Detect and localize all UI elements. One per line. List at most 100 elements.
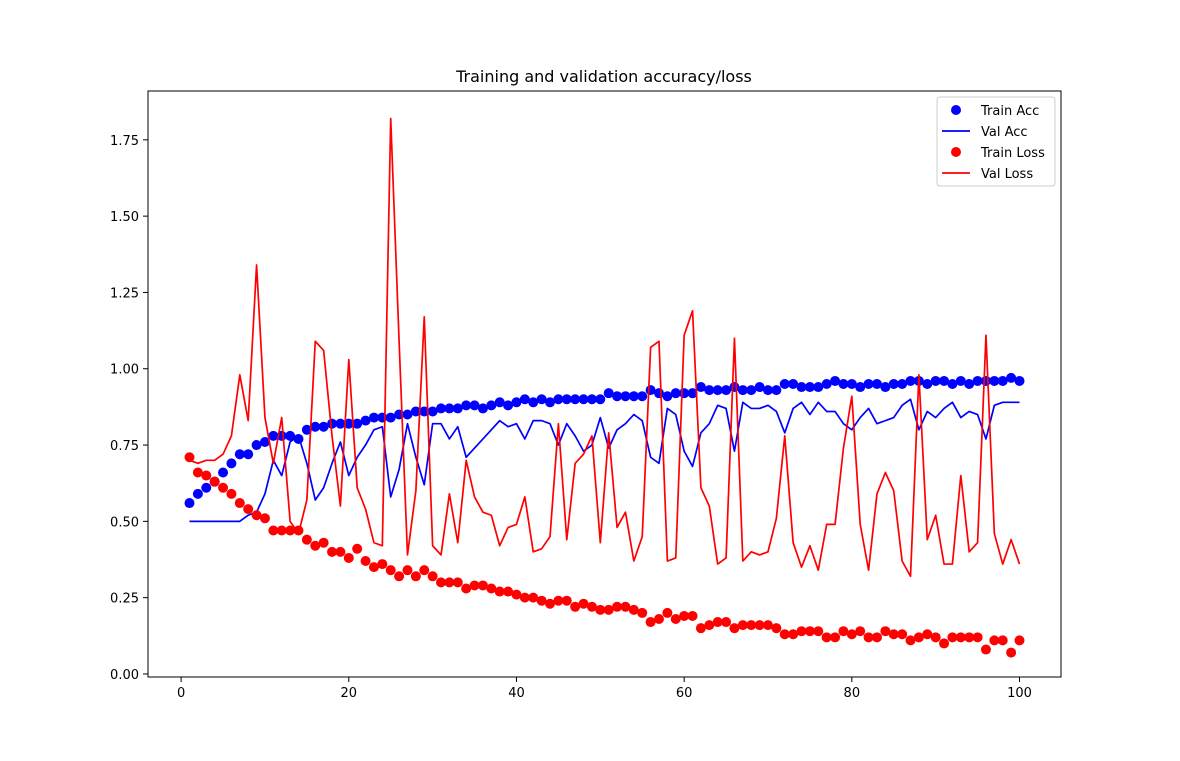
point-train-loss	[192, 467, 203, 478]
point-train-acc	[201, 482, 212, 493]
point-train-loss	[545, 598, 556, 609]
point-train-acc	[301, 424, 312, 435]
point-train-loss	[469, 580, 480, 591]
point-train-loss	[721, 617, 732, 628]
point-train-loss	[511, 589, 522, 600]
point-train-loss	[243, 504, 254, 515]
point-train-acc	[192, 488, 203, 499]
point-train-loss	[461, 583, 472, 594]
point-train-acc	[737, 385, 748, 396]
point-train-loss	[452, 577, 463, 588]
point-train-loss	[327, 546, 338, 557]
point-train-acc	[285, 430, 296, 441]
point-train-acc	[964, 379, 975, 389]
point-train-loss	[310, 540, 321, 551]
point-train-acc	[259, 436, 270, 447]
point-train-loss	[628, 604, 639, 615]
point-train-loss	[503, 586, 514, 597]
point-train-acc	[519, 394, 530, 405]
x-tick-label: 100	[1007, 686, 1032, 701]
point-train-loss	[226, 488, 237, 499]
point-train-acc	[410, 406, 421, 417]
y-tick-label: 0.00	[110, 668, 139, 683]
legend-swatch	[951, 147, 961, 157]
point-train-loss	[855, 626, 866, 637]
point-train-loss	[871, 632, 882, 643]
point-train-loss	[1014, 635, 1025, 646]
point-train-loss	[343, 552, 354, 563]
point-train-acc	[343, 418, 354, 429]
point-train-loss	[385, 565, 396, 576]
point-train-loss	[830, 632, 841, 643]
point-train-loss	[687, 610, 698, 621]
point-train-loss	[368, 562, 379, 573]
point-train-acc	[712, 385, 723, 396]
point-train-loss	[779, 629, 790, 640]
point-train-loss	[712, 617, 723, 628]
point-train-loss	[821, 632, 832, 643]
point-train-loss	[964, 632, 975, 643]
point-train-acc	[327, 418, 338, 429]
point-train-loss	[913, 632, 924, 643]
point-train-loss	[754, 620, 765, 631]
point-train-loss	[268, 525, 279, 536]
point-train-acc	[586, 394, 597, 405]
point-train-loss	[771, 623, 782, 634]
legend: Train Acc Val Acc Train Loss Val Loss	[936, 96, 1056, 187]
point-train-acc	[218, 467, 229, 478]
point-train-loss	[494, 586, 505, 597]
x-axis: 0 20 40 60 80 100	[177, 677, 1032, 701]
point-train-loss	[939, 638, 950, 649]
point-train-loss	[620, 601, 631, 612]
point-train-loss	[863, 632, 874, 643]
point-train-acc	[704, 385, 715, 396]
point-train-acc	[746, 385, 757, 396]
point-train-acc	[846, 379, 857, 389]
point-train-loss	[897, 629, 908, 640]
point-train-acc	[234, 449, 245, 460]
legend-box	[936, 96, 1056, 187]
point-train-acc	[762, 385, 773, 396]
point-train-acc	[360, 415, 371, 426]
point-train-acc	[796, 382, 807, 393]
point-train-loss	[352, 543, 363, 554]
point-train-loss	[251, 510, 262, 521]
point-train-loss	[259, 513, 270, 524]
point-train-acc	[402, 409, 413, 420]
legend-entry: Train Loss	[980, 146, 1045, 161]
point-train-acc	[662, 391, 673, 402]
point-train-loss	[486, 583, 497, 594]
point-train-acc	[536, 394, 547, 405]
point-train-acc	[477, 403, 488, 414]
x-tick-label: 60	[676, 686, 693, 701]
point-train-acc	[821, 379, 832, 389]
point-train-loss	[737, 620, 748, 631]
point-train-loss	[670, 614, 681, 625]
point-train-loss	[662, 607, 673, 618]
y-axis: 0.00 0.25 0.50 0.75 1.00 1.25 1.50 1.75	[110, 134, 148, 683]
point-train-acc	[310, 421, 321, 432]
point-train-acc	[1014, 375, 1025, 386]
point-train-loss	[586, 601, 597, 612]
y-tick-label: 1.25	[110, 286, 139, 301]
series-val-loss	[189, 117, 1021, 578]
point-train-loss	[377, 559, 388, 570]
point-train-acc	[754, 382, 765, 393]
point-train-acc	[771, 385, 782, 396]
point-train-acc	[880, 382, 891, 393]
point-train-loss	[704, 620, 715, 631]
y-tick-label: 1.00	[110, 363, 139, 378]
point-train-loss	[989, 635, 1000, 646]
x-tick-label: 40	[508, 686, 525, 701]
point-train-loss	[947, 632, 958, 643]
point-train-loss	[519, 592, 530, 603]
point-train-acc	[486, 400, 497, 411]
point-train-loss	[285, 525, 296, 536]
point-train-loss	[301, 534, 312, 545]
point-train-acc	[385, 412, 396, 423]
point-train-acc	[1006, 372, 1017, 383]
point-train-loss	[444, 577, 455, 588]
point-train-acc	[838, 379, 849, 389]
point-train-loss	[905, 635, 916, 646]
point-train-acc	[687, 388, 698, 399]
